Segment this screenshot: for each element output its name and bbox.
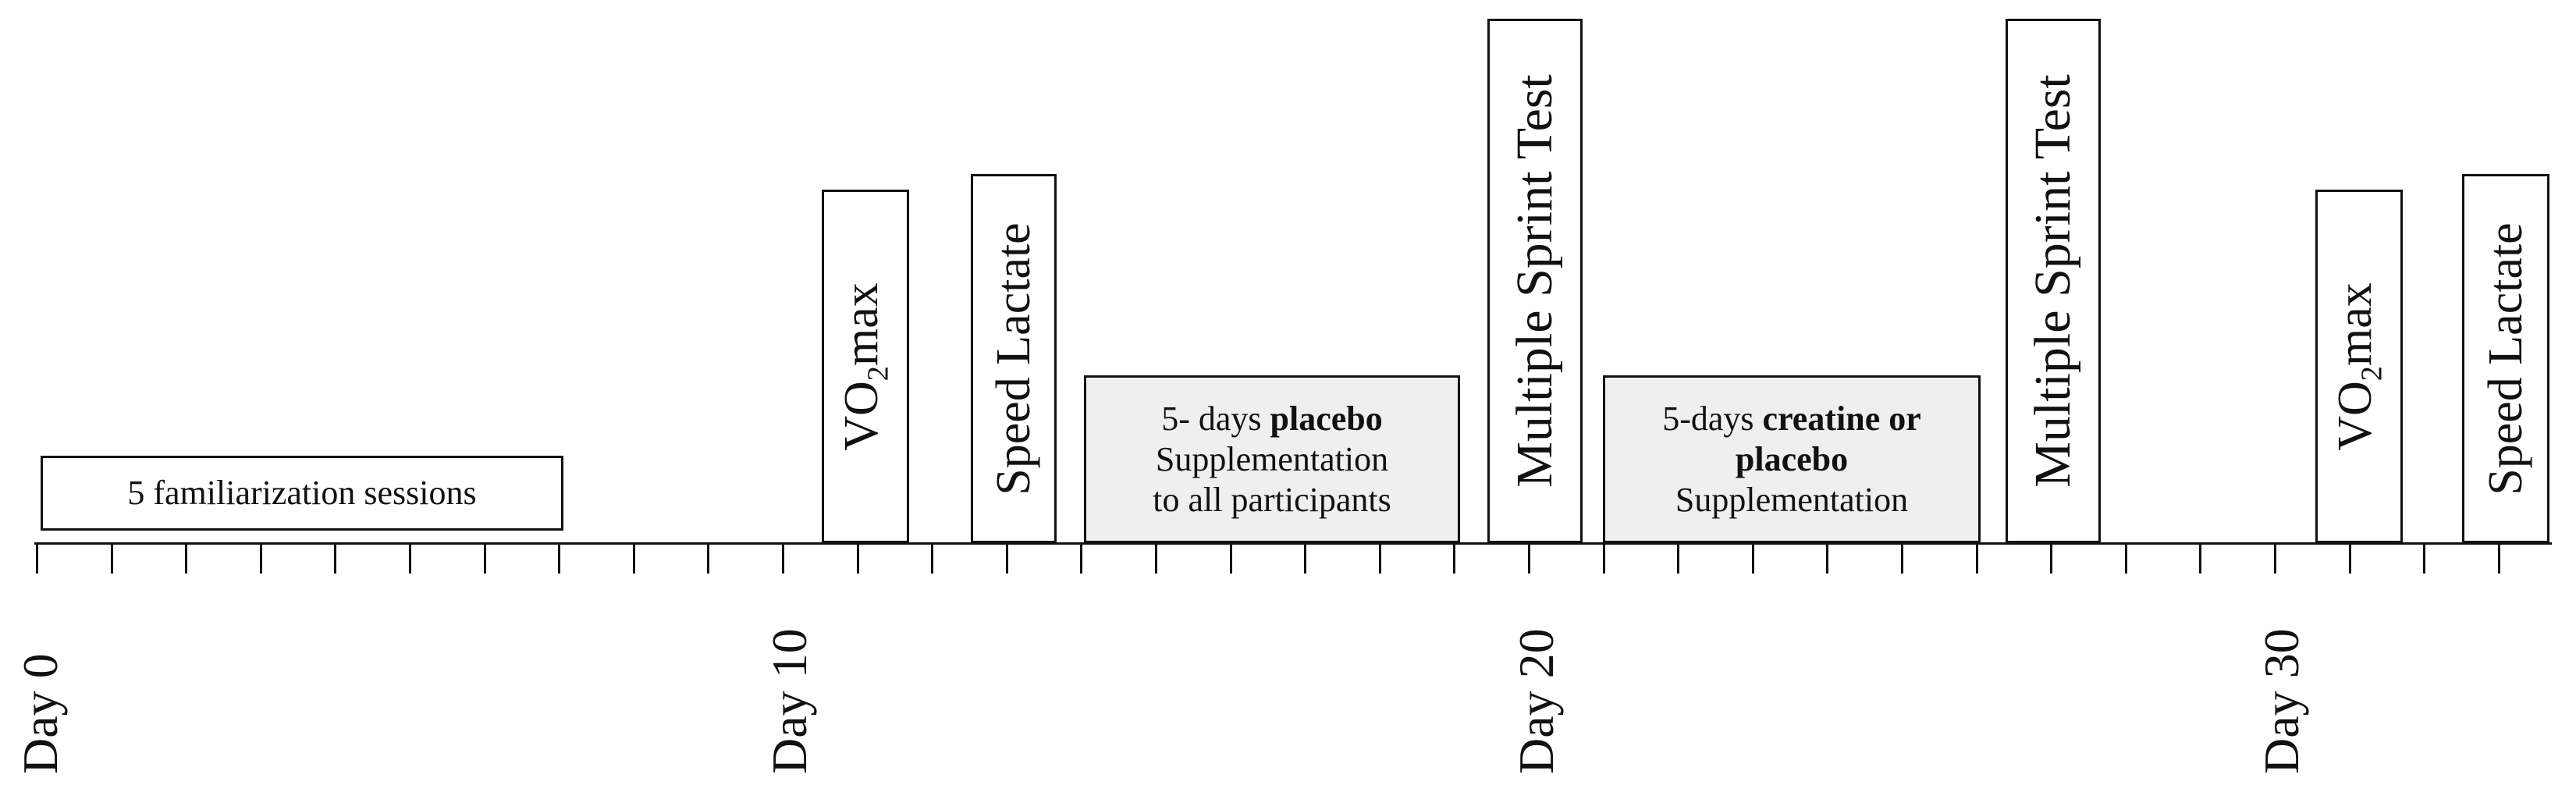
creatine-phase-line1: 5-days [1662,399,1763,438]
speed-lactate-label-2: Speed Lactate [2479,222,2532,496]
sprint-test-label-1: Multiple Sprint Test [1506,74,1563,488]
timeline-tick [558,544,560,574]
timeline-tick [2050,544,2052,574]
timeline-tick [2498,544,2500,574]
vo2max-box-1: VO2max [822,190,909,543]
sprint-test-label-2: Multiple Sprint Test [2024,74,2081,488]
timeline-tick [1379,544,1381,574]
timeline-tick [334,544,336,574]
timeline-tick [633,544,635,574]
timeline-tick [1603,544,1605,574]
vo2max-label-1: VO2max [835,282,895,451]
timeline-tick [1230,544,1232,574]
timeline-tick [2349,544,2351,574]
timeline-tick [36,544,38,574]
timeline-tick [1453,544,1455,574]
timeline-tick [1155,544,1157,574]
day-label-20: Day 20 [1508,628,1564,774]
familiarization-box: 5 familiarization sessions [41,456,563,531]
timeline-tick [484,544,486,574]
creatine-phase-bold2: placebo [1735,439,1849,478]
placebo-phase-line2: Supplementation [1155,439,1389,478]
sprint-test-box-1: Multiple Sprint Test [1487,19,1583,543]
creatine-phase-line3: Supplementation [1675,480,1909,519]
timeline-tick [1976,544,1978,574]
timeline-tick [185,544,187,574]
timeline-tick [857,544,859,574]
timeline-tick [707,544,709,574]
sprint-test-box-2: Multiple Sprint Test [2006,19,2101,543]
timeline-tick [1006,544,1008,574]
placebo-phase-text: 5- days placebo Supplementation to all p… [1086,399,1458,520]
speed-lactate-box-2: Speed Lactate [2462,174,2549,543]
timeline-tick [1826,544,1828,574]
placebo-phase-line1: 5- days [1161,399,1270,438]
familiarization-label: 5 familiarization sessions [127,474,477,512]
speed-lactate-box-1: Speed Lactate [971,174,1057,543]
timeline-tick [1677,544,1679,574]
timeline-tick [931,544,933,574]
timeline-tick [2423,544,2425,574]
creatine-phase-bold1: creatine or [1762,399,1921,438]
timeline-tick [409,544,411,574]
creatine-phase-text: 5-days creatine or placebo Supplementati… [1605,399,1978,520]
timeline-tick [260,544,262,574]
timeline-tick [2199,544,2201,574]
timeline-tick [1080,544,1082,574]
day-label-30: Day 30 [2254,628,2309,774]
timeline-axis [34,542,2552,545]
day-label-0: Day 0 [12,653,68,774]
timeline-tick [782,544,784,574]
placebo-phase-bold: placebo [1270,399,1383,438]
timeline-tick [2274,544,2276,574]
timeline-tick [1528,544,1530,574]
timeline-tick [1304,544,1306,574]
vo2max-label-2: VO2max [2329,282,2389,451]
vo2max-box-2: VO2max [2315,190,2403,543]
placebo-phase-box: 5- days placebo Supplementation to all p… [1084,375,1460,543]
placebo-phase-line3: to all participants [1153,480,1391,519]
timeline-tick [111,544,113,574]
timeline-tick [1752,544,1754,574]
timeline-tick [1901,544,1903,574]
creatine-phase-box: 5-days creatine or placebo Supplementati… [1603,375,1981,543]
speed-lactate-label-1: Speed Lactate [987,222,1040,496]
timeline-tick [2125,544,2127,574]
day-label-10: Day 10 [762,628,817,774]
